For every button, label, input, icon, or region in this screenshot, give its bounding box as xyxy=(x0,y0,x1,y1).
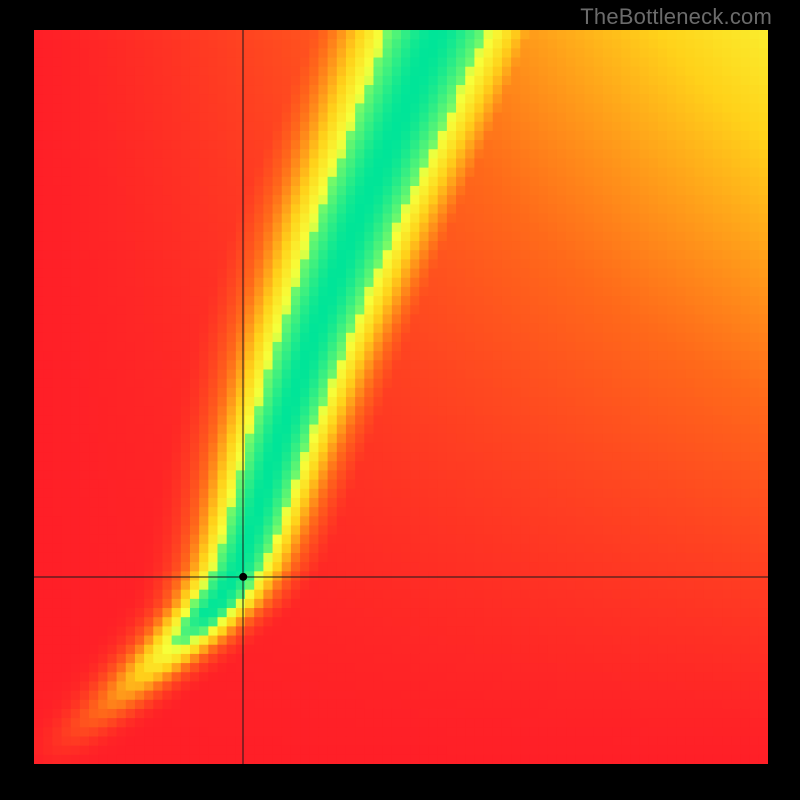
crosshair-point xyxy=(239,573,247,581)
heatmap-plot xyxy=(34,30,768,764)
watermark-text: TheBottleneck.com xyxy=(580,4,772,30)
